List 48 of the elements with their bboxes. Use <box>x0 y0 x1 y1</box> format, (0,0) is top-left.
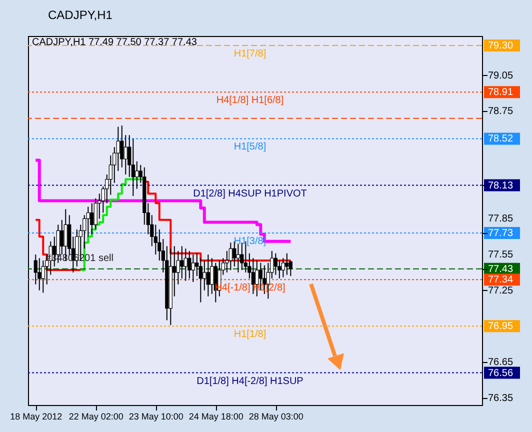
x-tick-label: 28 May 03:00 <box>248 412 304 422</box>
candlestick <box>285 252 289 276</box>
ref-line-label: D1[1/8] H4[-2/8] H1SUP <box>196 376 304 387</box>
ref-line-label: H1[7/8] <box>234 48 266 60</box>
y-tick-label: 78.13 <box>488 180 514 192</box>
candlestick <box>281 258 285 278</box>
x-tick-label: 22 May 02:00 <box>68 412 124 422</box>
ref-line-label: H1[1/8] <box>234 329 266 340</box>
candlestick <box>251 258 255 294</box>
ref-line-label: H1[5/8] <box>234 142 266 153</box>
candlestick <box>202 260 206 291</box>
x-tick-label: 18 May 2012 <box>10 412 62 422</box>
candlestick <box>131 138 135 197</box>
y-tick-label: 77.25 <box>488 285 514 296</box>
candlestick <box>188 250 192 279</box>
candlestick <box>90 202 94 235</box>
y-tick-label: 78.91 <box>488 87 514 98</box>
y-tick-label: 76.56 <box>488 368 514 379</box>
y-tick-label: 76.65 <box>488 357 514 368</box>
candlestick <box>274 252 278 276</box>
ref-line-label: H4[1/8] H1[6/8] <box>216 95 284 106</box>
y-tick-label: 78.75 <box>488 106 514 118</box>
x-tick-label: 23 May 10:00 <box>128 412 184 422</box>
y-tick-label: 78.52 <box>488 134 514 145</box>
y-tick-label: 79.30 <box>488 40 514 52</box>
y-tick-label: 77.73 <box>488 228 514 240</box>
y-tick-label: 77.43 <box>488 264 514 275</box>
candlestick <box>228 242 232 271</box>
candlestick <box>124 134 128 176</box>
candlestick <box>191 254 195 282</box>
chart-title: CADJPY,H1 <box>48 8 113 22</box>
ref-line-label: D1[2/8] H4SUP H1PIVOT <box>193 188 307 200</box>
candlestick <box>180 246 184 279</box>
y-tick-label: 77.85 <box>488 214 514 225</box>
y-tick-label: 76.35 <box>488 392 514 404</box>
candlestick <box>184 248 188 282</box>
candlestick <box>135 160 139 190</box>
y-tick-label: 79.05 <box>488 70 514 82</box>
candlestick <box>198 258 202 303</box>
y-tick-label: 77.55 <box>488 250 514 261</box>
y-tick-label: 76.95 <box>488 321 514 332</box>
candlestick <box>94 198 98 230</box>
x-tick-label: 24 May 18:00 <box>188 412 244 422</box>
y-tick-label: 77.34 <box>488 274 514 286</box>
candlestick <box>38 258 42 291</box>
candlestick <box>206 254 210 297</box>
candlestick <box>60 219 64 256</box>
candlestick <box>210 258 214 294</box>
